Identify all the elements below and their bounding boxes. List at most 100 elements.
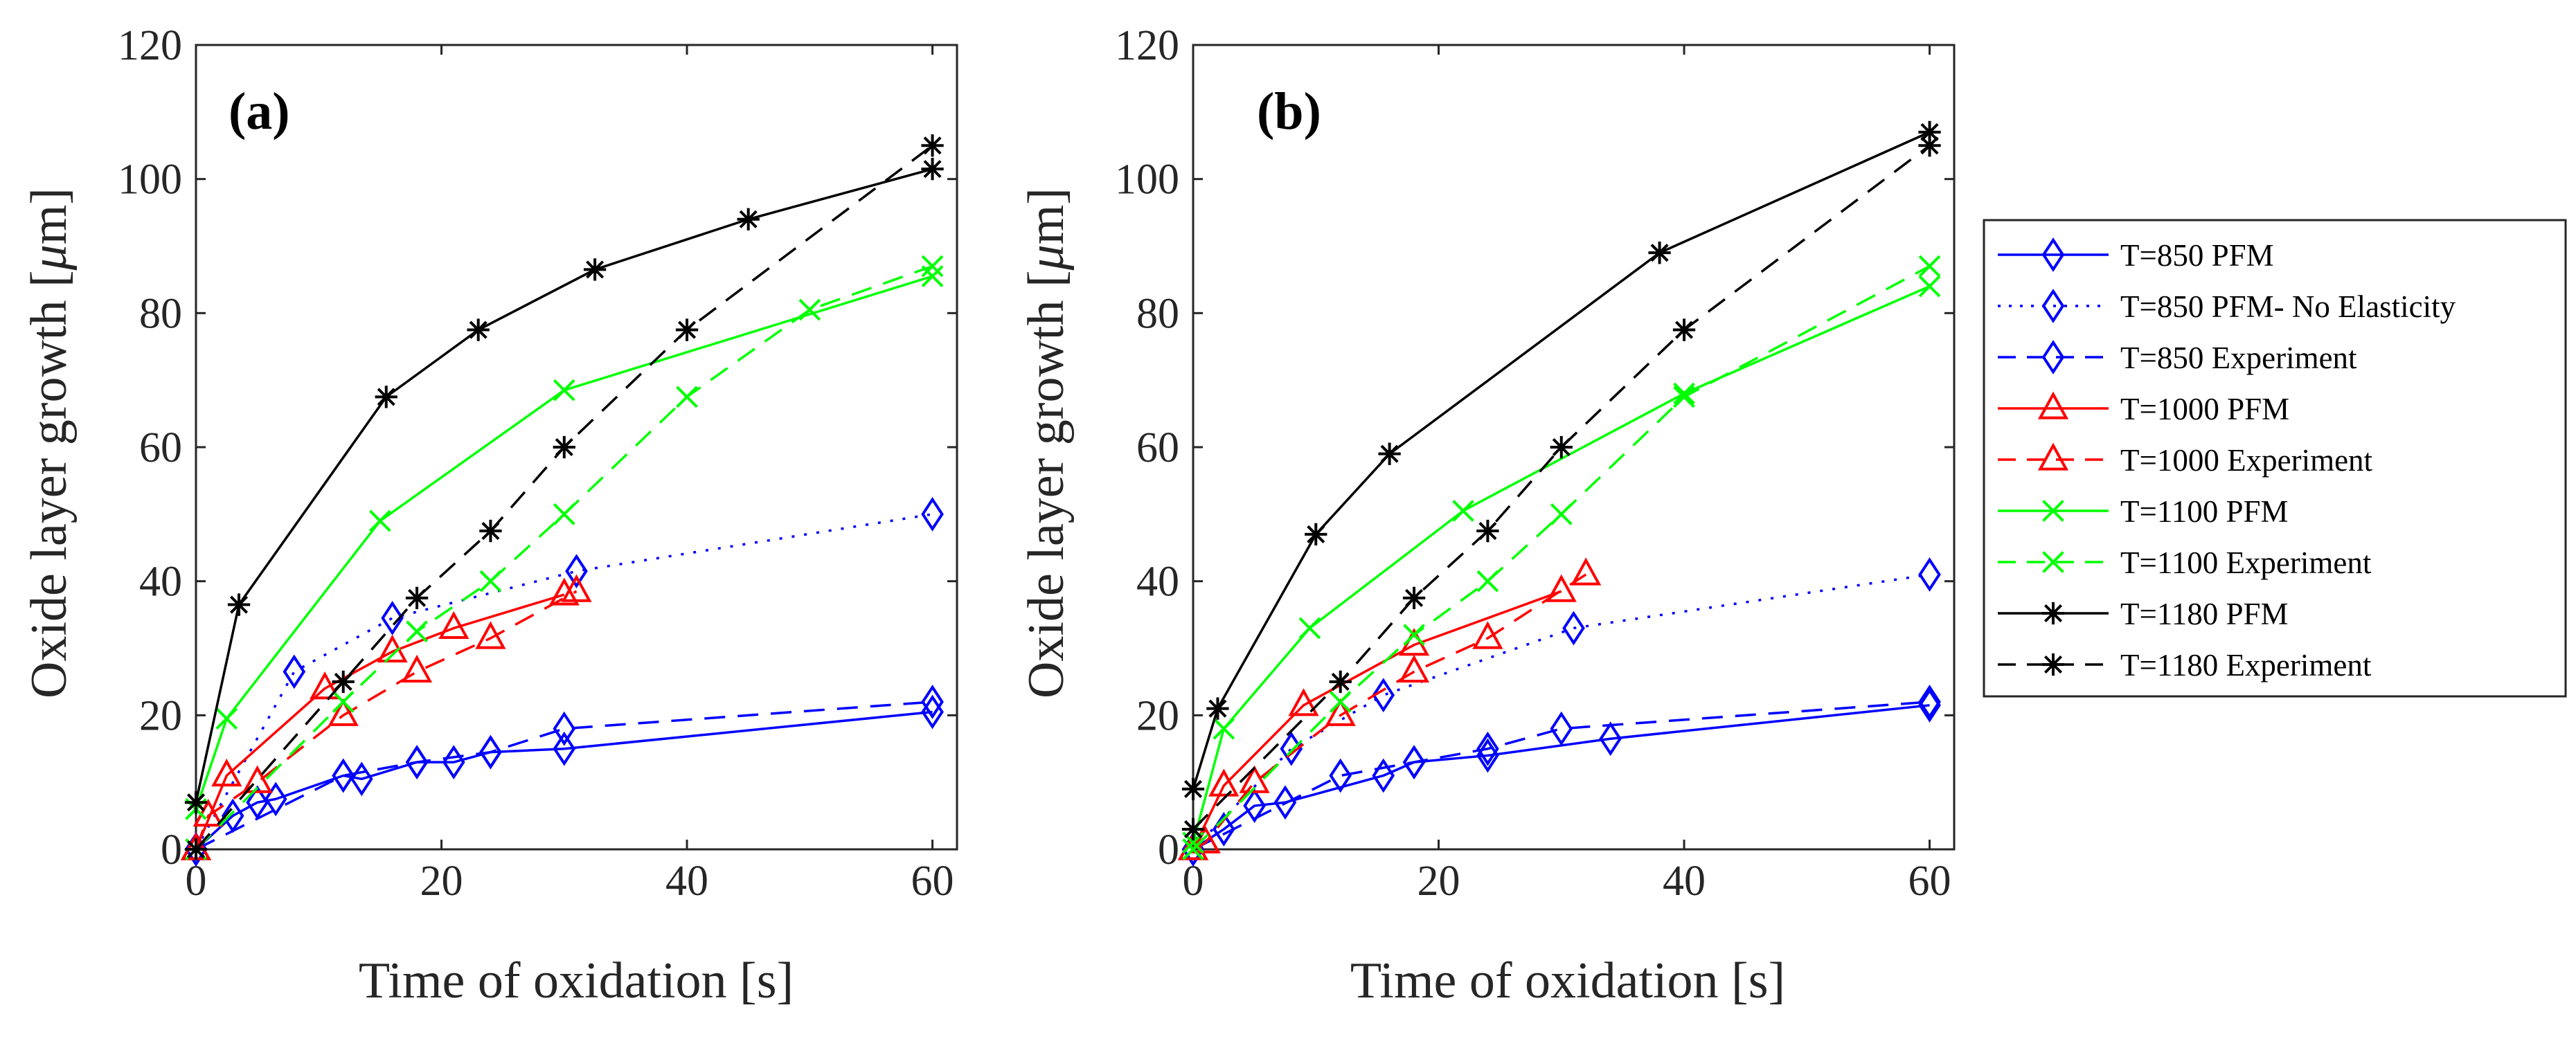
legend-marker-t-1000-experiment xyxy=(2037,442,2069,471)
data-point-t-1000-experiment-b xyxy=(1472,621,1503,649)
x-tick-label-b: 20 xyxy=(1417,858,1460,905)
legend-marker-t-1100-experiment xyxy=(2042,551,2064,573)
series-group-a xyxy=(180,134,944,867)
y-tick-label-a: 60 xyxy=(139,424,182,471)
data-point-t-850-experiment-a xyxy=(921,685,944,719)
y-tick-label-b: 20 xyxy=(1136,692,1179,739)
data-point-t-1100-experiment-b xyxy=(1673,386,1695,408)
data-point-t-850-pfm-a xyxy=(264,781,287,817)
data-point-t-1180-experiment-a xyxy=(553,435,575,459)
y-axis-label-a-tail: m] xyxy=(21,188,78,244)
data-point-t-1100-pfm-b xyxy=(1918,275,1941,298)
data-point-t-850-experiment-a xyxy=(405,745,429,780)
series-line-t-1180-pfm-b xyxy=(1192,131,1931,790)
data-point-t-850-pfm-b xyxy=(1372,758,1395,793)
data-point-t-1000-experiment-a xyxy=(242,765,273,793)
data-point-t-1180-pfm-b xyxy=(1206,697,1229,720)
y-tick-label-b: 0 xyxy=(1158,826,1179,874)
data-point-t-850-pfm-b xyxy=(1273,785,1297,820)
data-point-t-1100-experiment-b xyxy=(1329,691,1352,713)
data-point-t-1100-experiment-a xyxy=(798,298,821,321)
data-point-t-1180-pfm-a xyxy=(921,157,944,181)
series-line-t-850-experiment-a xyxy=(195,701,933,851)
y-tick-label-b: 100 xyxy=(1115,156,1179,204)
legend-marker-t-850-pfm xyxy=(2041,237,2065,272)
y-tick-label-a: 0 xyxy=(161,826,182,874)
data-point-t-850-pfm-no-elasticity-b xyxy=(1918,557,1941,592)
data-point-t-850-pfm-no-elasticity-a xyxy=(565,554,588,589)
data-point-t-850-pfm-no-elasticity-b xyxy=(1372,678,1395,713)
data-point-t-1180-experiment-b xyxy=(1329,670,1352,694)
data-point-t-1100-pfm-a xyxy=(553,379,575,401)
data-point-t-1100-experiment-b xyxy=(1918,255,1941,278)
data-point-t-850-pfm-no-elasticity-b xyxy=(1562,611,1585,646)
data-point-t-1000-experiment-b xyxy=(1571,557,1602,586)
data-point-t-1180-pfm-b xyxy=(1181,777,1205,800)
data-point-t-1180-pfm-a xyxy=(375,386,397,408)
series-group-b xyxy=(1177,120,1941,867)
data-point-t-850-experiment-a xyxy=(553,711,576,746)
data-point-t-1100-experiment-b xyxy=(1182,838,1204,860)
legend-box xyxy=(1983,219,2567,698)
panel-label-b: (b) xyxy=(1257,82,1321,141)
data-point-t-1000-pfm-a xyxy=(310,671,341,700)
data-point-t-1180-pfm-b xyxy=(1305,523,1327,546)
x-axis-label-a: Time of oxidation [s] xyxy=(359,952,794,1009)
legend-marker-t-850-pfm-no-elasticity xyxy=(2041,289,2065,323)
data-point-t-1180-pfm-b xyxy=(1918,120,1941,144)
data-point-t-850-experiment-a xyxy=(332,758,355,793)
data-point-t-1100-experiment-a xyxy=(921,255,944,278)
data-point-t-1100-experiment-b xyxy=(1476,570,1499,593)
data-point-t-1180-pfm-b xyxy=(1648,242,1671,264)
y-tick-label-b: 40 xyxy=(1136,559,1179,606)
legend-entries: T=850 PFM T=850 PFM- No Elasticity T=850 E… xyxy=(1998,237,2456,683)
data-point-t-1100-pfm-b xyxy=(1452,500,1474,522)
y-axis-label-b: Oxide layer growth [μm] xyxy=(1018,188,1075,698)
data-point-t-1100-experiment-a xyxy=(406,620,428,643)
data-point-t-850-pfm-b xyxy=(1599,721,1622,757)
y-axis-label-b-tail: m] xyxy=(1018,188,1075,244)
data-point-t-1000-experiment-a xyxy=(401,654,433,683)
x-tick-label-b: 60 xyxy=(1908,858,1951,905)
data-point-t-1000-experiment-b xyxy=(1177,832,1209,860)
data-point-t-1000-experiment-a xyxy=(561,574,592,602)
legend-label-t-1100-pfm: T=1100 PFM xyxy=(2120,494,2289,529)
data-point-t-850-experiment-b xyxy=(1402,745,1426,780)
legend-marker-t-1100-pfm xyxy=(2042,500,2064,522)
data-point-t-850-pfm-a xyxy=(246,785,269,820)
y-tick-label-b: 60 xyxy=(1136,424,1179,471)
data-point-t-1100-pfm-a xyxy=(369,509,391,532)
data-point-t-1000-pfm-a xyxy=(211,758,242,787)
y-tick-label-a: 120 xyxy=(118,22,182,69)
x-tick-label-a: 40 xyxy=(665,858,708,905)
legend-marker-t-1000-pfm xyxy=(2037,391,2069,419)
x-tick-label-a: 20 xyxy=(420,858,463,905)
data-point-t-1100-pfm-a xyxy=(215,707,238,730)
y-tick-label-a: 100 xyxy=(118,156,182,204)
data-point-t-1000-pfm-b xyxy=(1288,688,1319,716)
data-point-t-1180-experiment-a xyxy=(921,134,944,157)
data-point-t-1180-experiment-b xyxy=(1672,318,1696,341)
legend-label-t-1000-pfm: T=1000 PFM xyxy=(2120,392,2289,426)
data-point-t-1180-pfm-a xyxy=(737,208,760,231)
data-point-t-850-experiment-a xyxy=(479,734,502,770)
y-tick-label-a: 80 xyxy=(139,290,182,337)
y-tick-label-b: 120 xyxy=(1115,22,1179,69)
legend-label-t-850-pfm-no-elasticity: T=850 PFM- No Elasticity xyxy=(2120,289,2456,324)
legend-label-t-1180-experiment: T=1180 Experiment xyxy=(2120,648,2372,683)
data-point-t-1180-pfm-a xyxy=(583,258,607,281)
legend-label-t-850-experiment: T=850 Experiment xyxy=(2120,341,2357,375)
data-point-t-1000-pfm-b xyxy=(1546,574,1577,602)
data-point-t-1100-experiment-a xyxy=(676,386,698,408)
data-point-t-1100-experiment-a xyxy=(332,691,355,713)
data-point-t-1000-experiment-b xyxy=(1398,654,1430,683)
x-axis-label-b: Time of oxidation [s] xyxy=(1350,952,1785,1009)
series-line-t-1100-experiment-a xyxy=(195,264,933,851)
data-point-t-850-pfm-a xyxy=(553,731,576,766)
data-point-t-1180-experiment-b xyxy=(1918,134,1941,157)
series-line-t-850-pfm-b xyxy=(1192,704,1930,851)
